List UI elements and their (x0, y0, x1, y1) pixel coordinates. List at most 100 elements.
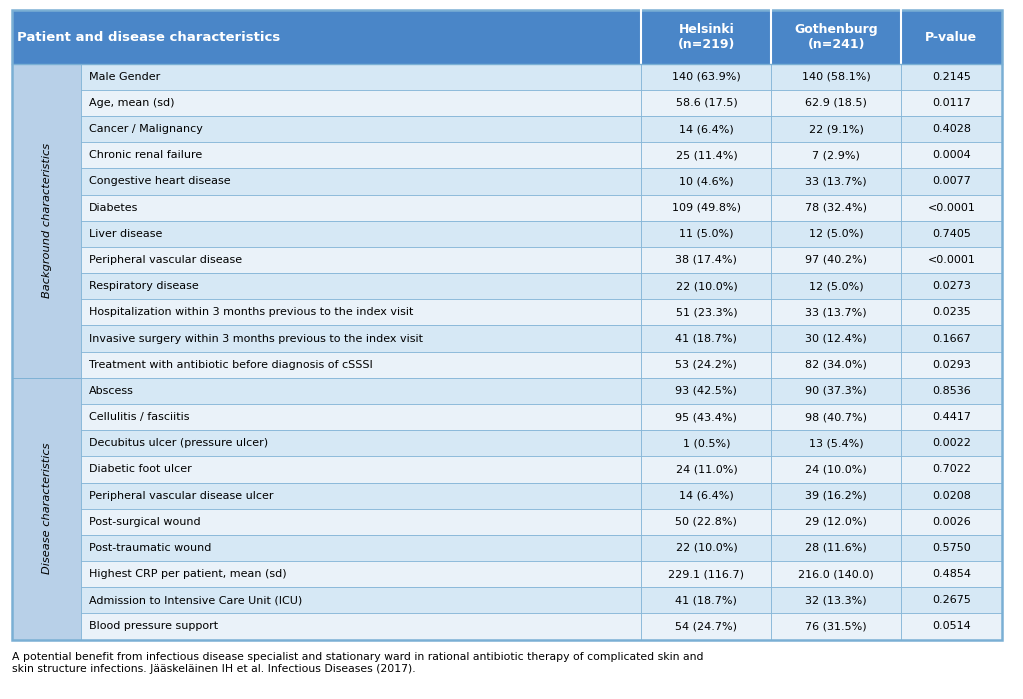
Text: <0.0001: <0.0001 (928, 255, 975, 265)
Text: 0.7022: 0.7022 (932, 464, 971, 475)
Text: Post-traumatic wound: Post-traumatic wound (89, 543, 212, 553)
Text: Decubitus ulcer (pressure ulcer): Decubitus ulcer (pressure ulcer) (89, 438, 268, 448)
Text: 12 (5.0%): 12 (5.0%) (809, 229, 863, 239)
Bar (12, 64, 81, 377)
Bar (81, 456, 641, 482)
Bar (81, 561, 641, 587)
Bar (771, 273, 901, 299)
Text: Admission to Intensive Care Unit (ICU): Admission to Intensive Care Unit (ICU) (89, 596, 302, 605)
Text: 29 (12.0%): 29 (12.0%) (805, 517, 868, 527)
Bar (81, 142, 641, 168)
Text: 32 (13.3%): 32 (13.3%) (805, 596, 868, 605)
Bar (641, 142, 771, 168)
Text: 0.0514: 0.0514 (932, 621, 971, 631)
Text: 14 (6.4%): 14 (6.4%) (679, 124, 733, 134)
Text: Chronic renal failure: Chronic renal failure (89, 150, 203, 160)
Text: Age, mean (sd): Age, mean (sd) (89, 98, 175, 108)
Bar (771, 221, 901, 247)
Text: 98 (40.7%): 98 (40.7%) (805, 412, 868, 422)
Text: Gothenburg
(n=241): Gothenburg (n=241) (795, 23, 878, 51)
Bar (641, 247, 771, 273)
Bar (641, 89, 771, 116)
Text: 41 (18.7%): 41 (18.7%) (675, 596, 738, 605)
Text: 109 (49.8%): 109 (49.8%) (672, 203, 741, 212)
Bar (81, 89, 641, 116)
Bar (901, 142, 1002, 168)
Bar (641, 168, 771, 194)
Text: Highest CRP per patient, mean (sd): Highest CRP per patient, mean (sd) (89, 569, 286, 579)
Text: 0.0004: 0.0004 (932, 150, 971, 160)
Text: 97 (40.2%): 97 (40.2%) (805, 255, 868, 265)
Text: 90 (37.3%): 90 (37.3%) (805, 386, 868, 396)
Bar (641, 456, 771, 482)
Bar (901, 430, 1002, 456)
Text: 0.4854: 0.4854 (932, 569, 971, 579)
Text: 0.7405: 0.7405 (932, 229, 971, 239)
Bar (901, 561, 1002, 587)
Text: 62.9 (18.5): 62.9 (18.5) (805, 98, 868, 108)
Bar (81, 587, 641, 614)
Bar (771, 194, 901, 221)
Bar (771, 377, 901, 404)
Text: 14 (6.4%): 14 (6.4%) (679, 491, 733, 500)
Bar (641, 614, 771, 640)
Text: A potential benefit from infectious disease specialist and stationary ward in ra: A potential benefit from infectious dise… (12, 652, 704, 674)
Bar (771, 168, 901, 194)
Bar (641, 352, 771, 377)
Bar (81, 299, 641, 326)
Text: 24 (10.0%): 24 (10.0%) (805, 464, 868, 475)
Text: 0.0293: 0.0293 (932, 360, 971, 370)
Bar (81, 247, 641, 273)
Bar (901, 326, 1002, 352)
Bar (641, 587, 771, 614)
Text: 0.0077: 0.0077 (932, 176, 971, 187)
Bar (901, 299, 1002, 326)
Text: 22 (10.0%): 22 (10.0%) (675, 543, 738, 553)
Text: 0.4028: 0.4028 (932, 124, 971, 134)
Bar (901, 168, 1002, 194)
Text: 12 (5.0%): 12 (5.0%) (809, 281, 863, 291)
Text: Blood pressure support: Blood pressure support (89, 621, 218, 631)
Bar (771, 299, 901, 326)
Text: 50 (22.8%): 50 (22.8%) (675, 517, 738, 527)
Bar (771, 64, 901, 89)
Text: 38 (17.4%): 38 (17.4%) (675, 255, 738, 265)
Bar (81, 535, 641, 561)
Text: 93 (42.5%): 93 (42.5%) (675, 386, 738, 396)
Text: 95 (43.4%): 95 (43.4%) (675, 412, 738, 422)
Bar (771, 326, 901, 352)
Bar (81, 116, 641, 142)
Text: 0.8536: 0.8536 (932, 386, 971, 396)
Bar (901, 273, 1002, 299)
Bar (901, 482, 1002, 509)
Text: 41 (18.7%): 41 (18.7%) (675, 333, 738, 343)
Bar (81, 273, 641, 299)
Bar (81, 352, 641, 377)
Bar (901, 247, 1002, 273)
Bar (901, 89, 1002, 116)
Text: 33 (13.7%): 33 (13.7%) (805, 308, 868, 317)
Bar (81, 168, 641, 194)
Bar (901, 116, 1002, 142)
Text: Background characteristics: Background characteristics (42, 143, 51, 298)
Bar (81, 509, 641, 535)
Bar (641, 561, 771, 587)
Text: 140 (58.1%): 140 (58.1%) (802, 72, 871, 82)
Bar (901, 194, 1002, 221)
Bar (771, 509, 901, 535)
Text: 25 (11.4%): 25 (11.4%) (675, 150, 738, 160)
Text: Cancer / Malignancy: Cancer / Malignancy (89, 124, 203, 134)
Bar (81, 64, 641, 89)
Bar (771, 116, 901, 142)
Bar (641, 430, 771, 456)
Bar (771, 142, 901, 168)
Bar (901, 456, 1002, 482)
Bar (771, 482, 901, 509)
Bar (901, 509, 1002, 535)
Text: 39 (16.2%): 39 (16.2%) (805, 491, 868, 500)
Text: 140 (63.9%): 140 (63.9%) (672, 72, 741, 82)
Text: 22 (9.1%): 22 (9.1%) (809, 124, 863, 134)
Text: <0.0001: <0.0001 (928, 203, 975, 212)
Text: 229.1 (116.7): 229.1 (116.7) (668, 569, 745, 579)
Text: 0.1667: 0.1667 (932, 333, 971, 343)
